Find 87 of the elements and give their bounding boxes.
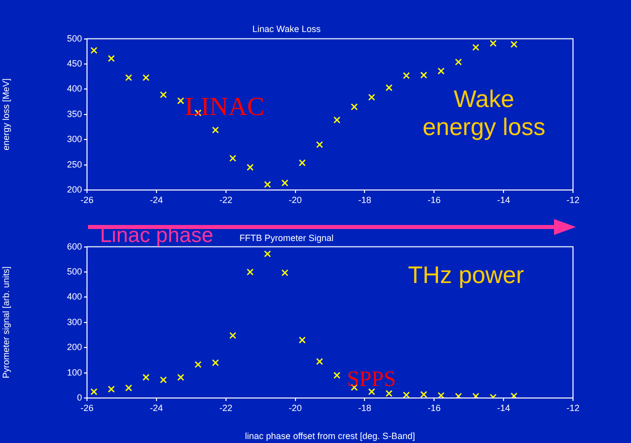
point [264,180,271,188]
point [298,336,306,344]
point [420,390,428,398]
point [316,141,324,148]
point [298,159,306,166]
point [510,392,518,398]
point [125,74,132,82]
y-tick-label: 300 [66,316,82,327]
y-axis-title: Pyrometer signal [arb. units] [0,266,11,378]
y-tick-label: 350 [66,108,82,119]
point [246,268,254,276]
x-tick-label: -12 [566,402,580,413]
x-tick-label: -16 [428,402,441,413]
x-tick-label: -14 [497,194,510,205]
y-tick-label: 400 [66,84,82,94]
point [177,374,184,381]
point [472,44,480,51]
annotation: SPPS [347,366,396,392]
x-tick-label: -20 [288,402,302,413]
point [420,72,428,79]
x-tick-label: -24 [150,402,163,413]
point [402,392,410,398]
point [454,392,462,398]
y-tick-label: 100 [66,367,82,378]
point [246,164,254,171]
point [454,58,462,66]
y-tick-label: 500 [66,33,82,44]
point [108,54,115,62]
y-tick-label: 450 [66,58,82,68]
point [212,126,219,134]
point [108,386,115,393]
point [368,388,376,396]
y-tick-label: 400 [66,292,82,302]
annotation: THz power [408,262,524,290]
point [194,361,202,368]
point [264,250,271,258]
point [229,154,236,162]
point [350,103,358,110]
annotation: LINAC [185,92,264,122]
point [316,358,324,365]
y-tick-label: 200 [66,342,82,352]
x-tick-label: -12 [566,194,580,205]
x-tick-label: -18 [358,402,372,413]
point [90,388,98,396]
point [402,72,410,80]
point [212,359,219,366]
x-tick-label: -14 [497,402,510,413]
point [333,372,340,379]
point [142,374,150,381]
x-tick-label: -26 [80,194,94,205]
annotation: Linac phase [100,224,214,248]
point [142,74,150,82]
x-tick-label: -26 [80,402,94,413]
y-tick-label: 500 [66,266,82,276]
y-axis-title: energy loss [MeV] [0,78,11,150]
x-tick-label: -22 [219,194,232,205]
point [472,392,480,398]
point [177,97,184,104]
x-tick-label: -20 [288,194,302,205]
x-tick-label: -16 [428,194,441,205]
point [125,384,132,392]
y-tick-label: 250 [66,159,82,170]
point [490,40,497,47]
point [229,332,236,339]
point [333,116,340,124]
annotation: Wake energy loss [422,86,546,142]
point [438,392,445,398]
x-tick-label: -18 [358,194,372,205]
point [160,376,167,384]
point [510,40,518,48]
point [281,269,288,276]
point [281,179,288,186]
point [438,68,445,75]
y-tick-label: 200 [66,184,82,194]
y-tick-label: 0 [76,392,82,402]
x-tick-label: -24 [150,194,163,205]
point [90,46,98,54]
point [160,91,167,98]
point [368,94,376,101]
y-tick-label: 300 [66,134,82,144]
x-axis-title: linac phase offset from crest [deg. S-Band] [245,431,415,442]
point [386,390,392,397]
y-tick-label: 600 [66,241,82,252]
chart-title: Linac Wake Loss [252,24,322,34]
x-tick-label: -22 [219,402,232,413]
chart-title: FFTB Pyrometer Signal [239,232,334,243]
point [386,84,392,92]
